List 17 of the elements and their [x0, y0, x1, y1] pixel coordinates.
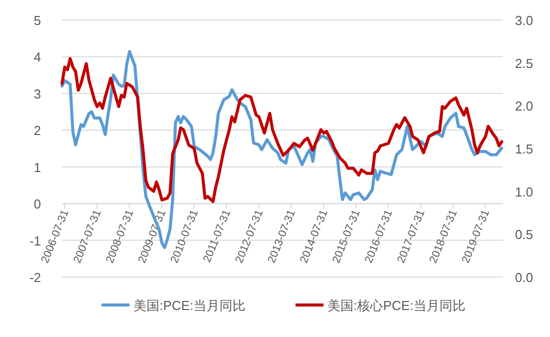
y-tick-label: -1 — [29, 233, 41, 248]
legend-label: 美国:核心PCE:当月同比 — [328, 298, 466, 313]
y2-tick-label: 0.5 — [515, 227, 534, 242]
y2-tick-label: 1.5 — [515, 142, 534, 156]
y-tick-label: 4 — [34, 50, 41, 65]
y2-tick-label: 3.0 — [515, 13, 534, 28]
y-tick-label: 3 — [34, 86, 41, 102]
y-tick-label: 5 — [34, 13, 41, 28]
y-tick-label: -2 — [29, 270, 41, 285]
y-tick-label: 2 — [34, 123, 41, 138]
legend-label: 美国:PCE:当月同比 — [134, 298, 246, 313]
y2-tick-label: 2.5 — [515, 56, 534, 71]
y2-tick-label: 1.0 — [515, 184, 534, 200]
y-tick-label: 0 — [34, 196, 41, 212]
y2-tick-label: 0.0 — [515, 270, 534, 285]
y2-tick-label: 2.0 — [515, 98, 534, 114]
y-tick-label: 1 — [34, 160, 41, 175]
